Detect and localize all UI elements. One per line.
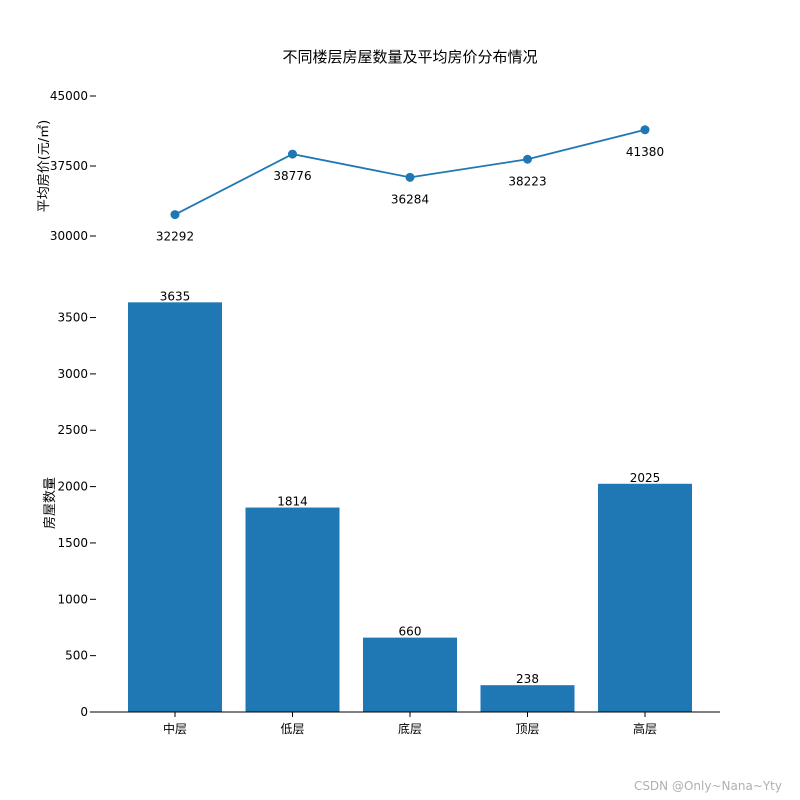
bar-xtick-label: 顶层: [515, 722, 539, 736]
bar-ytick-label: 3500: [57, 311, 88, 325]
line-yticks: 30000 37500 45000: [50, 89, 96, 243]
line-data-label: 38223: [508, 174, 546, 188]
bar-xtick-label: 中层: [163, 721, 187, 736]
bar: [480, 685, 575, 712]
line-point: [405, 172, 415, 182]
line-data-label: 38776: [273, 169, 311, 183]
bar-bars: [128, 302, 692, 712]
line-ytick-label: 30000: [50, 229, 88, 243]
bar-yticks: 0 500 1000 1500 2000 2500 3000 3500: [57, 311, 96, 719]
bar: [128, 302, 222, 712]
bar-data-label: 3635: [160, 289, 191, 303]
watermark: CSDN @Only~Nana~Yty: [634, 779, 782, 793]
bar-ytick-label: 3000: [57, 367, 88, 381]
bar-xtick-label: 底层: [398, 721, 422, 736]
line-point: [288, 149, 297, 159]
bar-data-label: 2025: [630, 471, 661, 485]
line-ytick-label: 45000: [50, 89, 88, 103]
line-ylabel: 平均房价(元/㎡): [36, 120, 52, 213]
bar-data-label: 1814: [277, 495, 308, 509]
line-point: [640, 125, 650, 135]
bar-ytick-label: 500: [65, 649, 88, 663]
chart-title: 不同楼层房屋数量及平均房价分布情况: [282, 48, 537, 66]
bar-ylabel: 房屋数量: [42, 477, 58, 529]
bar: [245, 507, 340, 712]
bar-data-label: 660: [399, 625, 422, 639]
line-chart: 平均房价(元/㎡) 30000 37500 45000 32292 38776 3628…: [36, 89, 664, 244]
bar-chart: 房屋数量 0 500 1000 1500 2000 2500 3000 3500 3635 18…: [42, 289, 720, 736]
bar: [363, 637, 457, 712]
bar-data-label: 238: [516, 672, 539, 686]
line-data-label: 32292: [156, 230, 194, 244]
line-data-labels: 32292 38776 36284 38223 41380: [156, 145, 664, 244]
line-data-label: 36284: [391, 192, 429, 206]
bar-ytick-label: 0: [80, 705, 88, 719]
bar: [598, 483, 692, 712]
bar-xtick-label: 高层: [633, 721, 657, 736]
bar-ytick-label: 2500: [57, 423, 88, 437]
line-point: [170, 210, 180, 220]
bar-ytick-label: 1500: [57, 536, 88, 550]
bar-xtick-label: 低层: [280, 722, 304, 736]
bar-ytick-label: 1000: [57, 592, 88, 606]
line-points: [170, 125, 650, 220]
bar-xticks: 中层 低层 底层 顶层 高层: [163, 712, 657, 736]
line-point: [523, 154, 532, 164]
line-ytick-label: 37500: [50, 159, 88, 173]
line-data-label: 41380: [626, 145, 664, 159]
bar-data-labels: 3635 1814 660 238 2025: [160, 289, 661, 686]
bar-ytick-label: 2000: [57, 480, 88, 494]
